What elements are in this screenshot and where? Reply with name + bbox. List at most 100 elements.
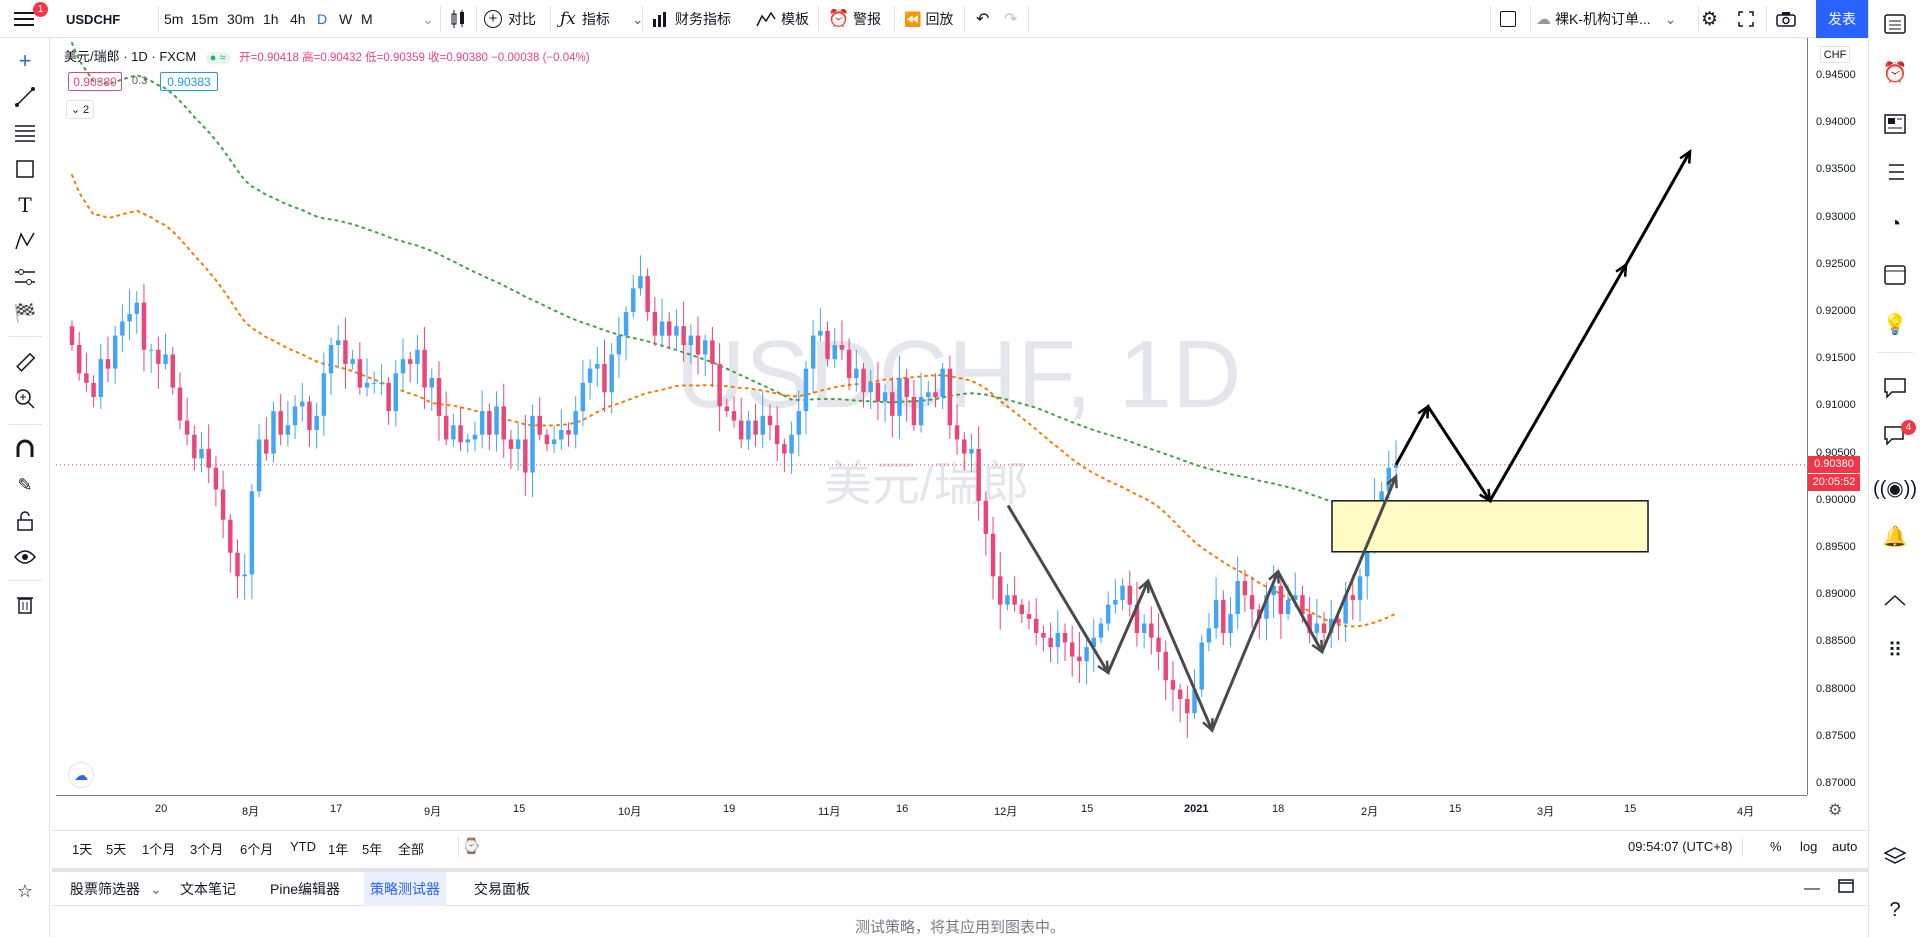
collapse-indicators-button[interactable]: ⌄ 2 (66, 100, 94, 119)
trendline-icon[interactable] (12, 84, 38, 110)
news-icon[interactable] (1881, 110, 1909, 138)
alarm-icon[interactable]: ⏰ (1882, 61, 1908, 84)
chevron-down-icon[interactable]: ⌄ (422, 10, 434, 27)
candle-body (1249, 595, 1255, 610)
auto-scale-toggle[interactable]: auto (1832, 839, 1858, 854)
templates-button[interactable]: 模板 (756, 0, 809, 38)
crosshair-icon[interactable]: + (18, 48, 32, 73)
ideas-lightbulb-icon[interactable]: 💡 (1882, 313, 1908, 336)
maximize-panel-icon[interactable] (1838, 878, 1854, 897)
range-button-2[interactable]: 1个月 (142, 842, 176, 857)
magnet-icon[interactable] (12, 436, 38, 462)
chevron-down-icon[interactable]: ⌄ (631, 10, 644, 27)
alert-button[interactable]: ⏰ 警报 (828, 0, 881, 38)
interval-d[interactable]: D (317, 11, 328, 27)
replay-button[interactable]: ⏪ 回放 (904, 0, 953, 38)
top-toolbar: 1 USDCHF 5m 15m 30m 1h 4h D W M ⌄ + 对比 ƒx 指标 ⌄ … (0, 0, 1920, 38)
layers-icon[interactable] (1881, 842, 1909, 870)
range-button-3[interactable]: 3个月 (190, 842, 224, 857)
tab-strategy-tester[interactable]: 策略测试器 (364, 872, 446, 906)
tab-text-notes[interactable]: 文本笔记 (180, 881, 236, 897)
range-button-0[interactable]: 1天 (72, 842, 93, 857)
indicators-button[interactable]: ƒx 指标 ⌄ (560, 0, 644, 38)
interval-5m[interactable]: 5m (164, 11, 184, 27)
bell-icon[interactable]: 🔔 (1882, 525, 1908, 548)
hotlist-icon[interactable]: ◔ (1888, 212, 1902, 235)
dots-grid-icon[interactable]: ⠿ (1887, 639, 1903, 662)
tab-pine-editor[interactable]: Pine编辑器 (270, 881, 341, 897)
minimize-panel-icon[interactable]: — (1804, 880, 1820, 897)
stream-icon[interactable]: ((◉)) (1872, 477, 1918, 500)
log-scale-toggle[interactable]: log (1800, 839, 1818, 854)
data-window-icon[interactable] (1881, 158, 1909, 186)
fullscreen-icon[interactable] (1738, 0, 1754, 38)
calendar-icon[interactable] (1881, 260, 1909, 288)
range-button-5[interactable]: YTD (290, 839, 316, 854)
ruler-icon[interactable] (12, 350, 38, 376)
chevron-down-icon[interactable]: ⌄ (1664, 10, 1677, 27)
pattern-icon[interactable] (12, 228, 38, 254)
layout-name-button[interactable]: ☁ 裸K-机构订单... ⌄ (1536, 0, 1676, 38)
range-button-8[interactable]: 全部 (398, 842, 425, 857)
goto-date-icon[interactable]: ⌚ (462, 838, 481, 855)
fib-retracement-icon[interactable] (12, 120, 38, 146)
currency-label[interactable]: CHF (1820, 46, 1850, 63)
time-axis[interactable]: 20 8月 17 9月 15 10月 19 11月 16 12月 15 2021 18 2月 15 3月 15 4… (56, 795, 1807, 824)
candle-body (573, 411, 578, 435)
range-button-4[interactable]: 6个月 (240, 842, 274, 857)
axis-settings-gear-icon[interactable]: ⚙ (1828, 802, 1843, 819)
star-icon[interactable]: ☆ (16, 880, 34, 901)
tab-trading-panel[interactable]: 交易面板 (474, 881, 530, 897)
templates-icon (756, 11, 776, 27)
undo-icon[interactable]: ↶ (976, 11, 990, 28)
layout-select-button[interactable] (1500, 0, 1516, 38)
legend-title[interactable]: 美元/瑞郎 · 1D · FXCM (64, 49, 197, 64)
time-tick-label: 8月 (242, 806, 260, 818)
candle-body (69, 326, 75, 346)
name-watermark: 美元/瑞郎 (824, 458, 1030, 511)
divider (458, 837, 459, 857)
interval-1h[interactable]: 1h (263, 11, 279, 27)
tab-stock-screener[interactable]: 股票筛选器 ⌄ (64, 872, 168, 906)
interval-15m[interactable]: 15m (191, 11, 219, 27)
menu-button[interactable] (14, 0, 40, 38)
trash-icon[interactable] (12, 591, 38, 617)
financials-button[interactable]: 财务指标 (652, 0, 731, 38)
candle-body (184, 420, 190, 435)
buy-price-box[interactable]: 0.90383 (160, 72, 218, 91)
compare-button[interactable]: + 对比 (484, 0, 536, 38)
percent-scale-toggle[interactable]: % (1770, 839, 1782, 854)
zoom-in-icon[interactable] (12, 386, 38, 412)
time-tick-label: 2021 (1184, 803, 1209, 815)
settings-gear-icon[interactable]: ⚙ (1701, 8, 1719, 30)
prediction-icon[interactable] (12, 264, 38, 290)
range-button-1[interactable]: 5天 (106, 842, 127, 857)
pencil-lock-icon[interactable]: ✎ (17, 474, 33, 495)
chat-icon[interactable] (1881, 374, 1909, 402)
range-button-7[interactable]: 5年 (362, 842, 383, 857)
icons-tool-icon[interactable]: 🏁 (13, 302, 37, 323)
camera-icon[interactable] (1776, 0, 1796, 38)
eye-icon[interactable] (12, 544, 38, 570)
interval-4h[interactable]: 4h (290, 11, 306, 27)
watchlist-icon[interactable] (1881, 10, 1909, 38)
tradingview-logo[interactable]: ☁ (68, 762, 94, 788)
sell-price-box[interactable]: 0.90380 (68, 72, 122, 91)
symbol-search[interactable]: USDCHF (66, 11, 121, 27)
price-axis[interactable]: 0.94500 0.94000 0.93500 0.93000 0.92500 0.920… (1807, 38, 1868, 795)
interval-m[interactable]: M (361, 11, 373, 27)
range-button-6[interactable]: 1年 (328, 842, 349, 857)
interval-30m[interactable]: 30m (227, 11, 255, 27)
redo-icon[interactable]: ↷ (1004, 11, 1018, 28)
publish-button[interactable]: 发表 (1816, 0, 1868, 38)
candle-body (393, 373, 399, 412)
text-tool-icon[interactable]: T (18, 193, 32, 217)
chevron-up-down-icon[interactable] (1881, 586, 1909, 614)
clock-display[interactable]: 09:54:07 (UTC+8) (1628, 839, 1733, 854)
help-icon[interactable]: ? (1889, 898, 1901, 921)
interval-w[interactable]: W (339, 11, 353, 27)
bar-style-button[interactable] (449, 0, 467, 38)
rectangle-shape-icon[interactable] (12, 156, 38, 182)
candle-body (1329, 618, 1334, 633)
lock-icon[interactable] (12, 508, 38, 534)
